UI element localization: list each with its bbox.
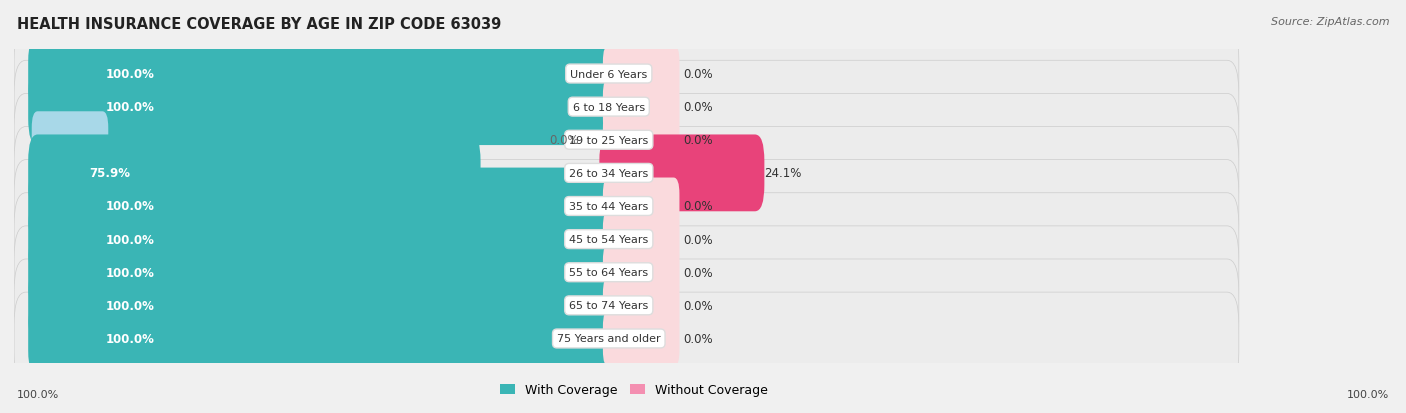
FancyBboxPatch shape bbox=[14, 127, 1239, 220]
FancyBboxPatch shape bbox=[28, 135, 481, 212]
Text: 100.0%: 100.0% bbox=[107, 101, 155, 114]
Text: 0.0%: 0.0% bbox=[683, 134, 713, 147]
Text: 100.0%: 100.0% bbox=[1347, 389, 1389, 399]
FancyBboxPatch shape bbox=[603, 46, 679, 103]
FancyBboxPatch shape bbox=[28, 168, 619, 245]
FancyBboxPatch shape bbox=[14, 94, 1239, 187]
Text: 0.0%: 0.0% bbox=[683, 68, 713, 81]
Text: 55 to 64 Years: 55 to 64 Years bbox=[569, 268, 648, 278]
FancyBboxPatch shape bbox=[14, 259, 1239, 352]
Text: 35 to 44 Years: 35 to 44 Years bbox=[569, 202, 648, 211]
Text: Under 6 Years: Under 6 Years bbox=[571, 69, 647, 79]
Text: 19 to 25 Years: 19 to 25 Years bbox=[569, 135, 648, 145]
Text: 100.0%: 100.0% bbox=[107, 233, 155, 246]
FancyBboxPatch shape bbox=[603, 310, 679, 367]
Text: 0.0%: 0.0% bbox=[683, 332, 713, 345]
Text: 100.0%: 100.0% bbox=[107, 299, 155, 312]
FancyBboxPatch shape bbox=[603, 277, 679, 334]
FancyBboxPatch shape bbox=[14, 160, 1239, 253]
FancyBboxPatch shape bbox=[28, 201, 619, 278]
FancyBboxPatch shape bbox=[28, 36, 619, 113]
Text: 0.0%: 0.0% bbox=[550, 134, 579, 147]
FancyBboxPatch shape bbox=[32, 112, 108, 169]
FancyBboxPatch shape bbox=[14, 28, 1239, 121]
Text: 45 to 54 Years: 45 to 54 Years bbox=[569, 235, 648, 244]
Text: HEALTH INSURANCE COVERAGE BY AGE IN ZIP CODE 63039: HEALTH INSURANCE COVERAGE BY AGE IN ZIP … bbox=[17, 17, 501, 31]
FancyBboxPatch shape bbox=[14, 61, 1239, 154]
Text: 100.0%: 100.0% bbox=[107, 332, 155, 345]
Text: 24.1%: 24.1% bbox=[765, 167, 801, 180]
Text: 100.0%: 100.0% bbox=[107, 68, 155, 81]
FancyBboxPatch shape bbox=[14, 193, 1239, 286]
FancyBboxPatch shape bbox=[599, 135, 765, 212]
Text: 75.9%: 75.9% bbox=[90, 167, 131, 180]
Text: 6 to 18 Years: 6 to 18 Years bbox=[572, 102, 645, 112]
Text: 0.0%: 0.0% bbox=[683, 200, 713, 213]
Text: 65 to 74 Years: 65 to 74 Years bbox=[569, 301, 648, 311]
Text: 26 to 34 Years: 26 to 34 Years bbox=[569, 169, 648, 178]
Text: Source: ZipAtlas.com: Source: ZipAtlas.com bbox=[1271, 17, 1389, 26]
FancyBboxPatch shape bbox=[603, 112, 679, 169]
FancyBboxPatch shape bbox=[28, 267, 619, 344]
FancyBboxPatch shape bbox=[603, 79, 679, 136]
Text: 0.0%: 0.0% bbox=[683, 233, 713, 246]
FancyBboxPatch shape bbox=[14, 226, 1239, 319]
FancyBboxPatch shape bbox=[28, 234, 619, 311]
FancyBboxPatch shape bbox=[603, 178, 679, 235]
Text: 100.0%: 100.0% bbox=[17, 389, 59, 399]
FancyBboxPatch shape bbox=[14, 292, 1239, 385]
Text: 0.0%: 0.0% bbox=[683, 299, 713, 312]
Text: 0.0%: 0.0% bbox=[683, 101, 713, 114]
FancyBboxPatch shape bbox=[28, 300, 619, 377]
Text: 75 Years and older: 75 Years and older bbox=[557, 334, 661, 344]
FancyBboxPatch shape bbox=[28, 69, 619, 146]
FancyBboxPatch shape bbox=[603, 211, 679, 268]
Text: 100.0%: 100.0% bbox=[107, 266, 155, 279]
Text: 100.0%: 100.0% bbox=[107, 200, 155, 213]
Text: 0.0%: 0.0% bbox=[683, 266, 713, 279]
FancyBboxPatch shape bbox=[603, 244, 679, 301]
Legend: With Coverage, Without Coverage: With Coverage, Without Coverage bbox=[495, 378, 773, 401]
